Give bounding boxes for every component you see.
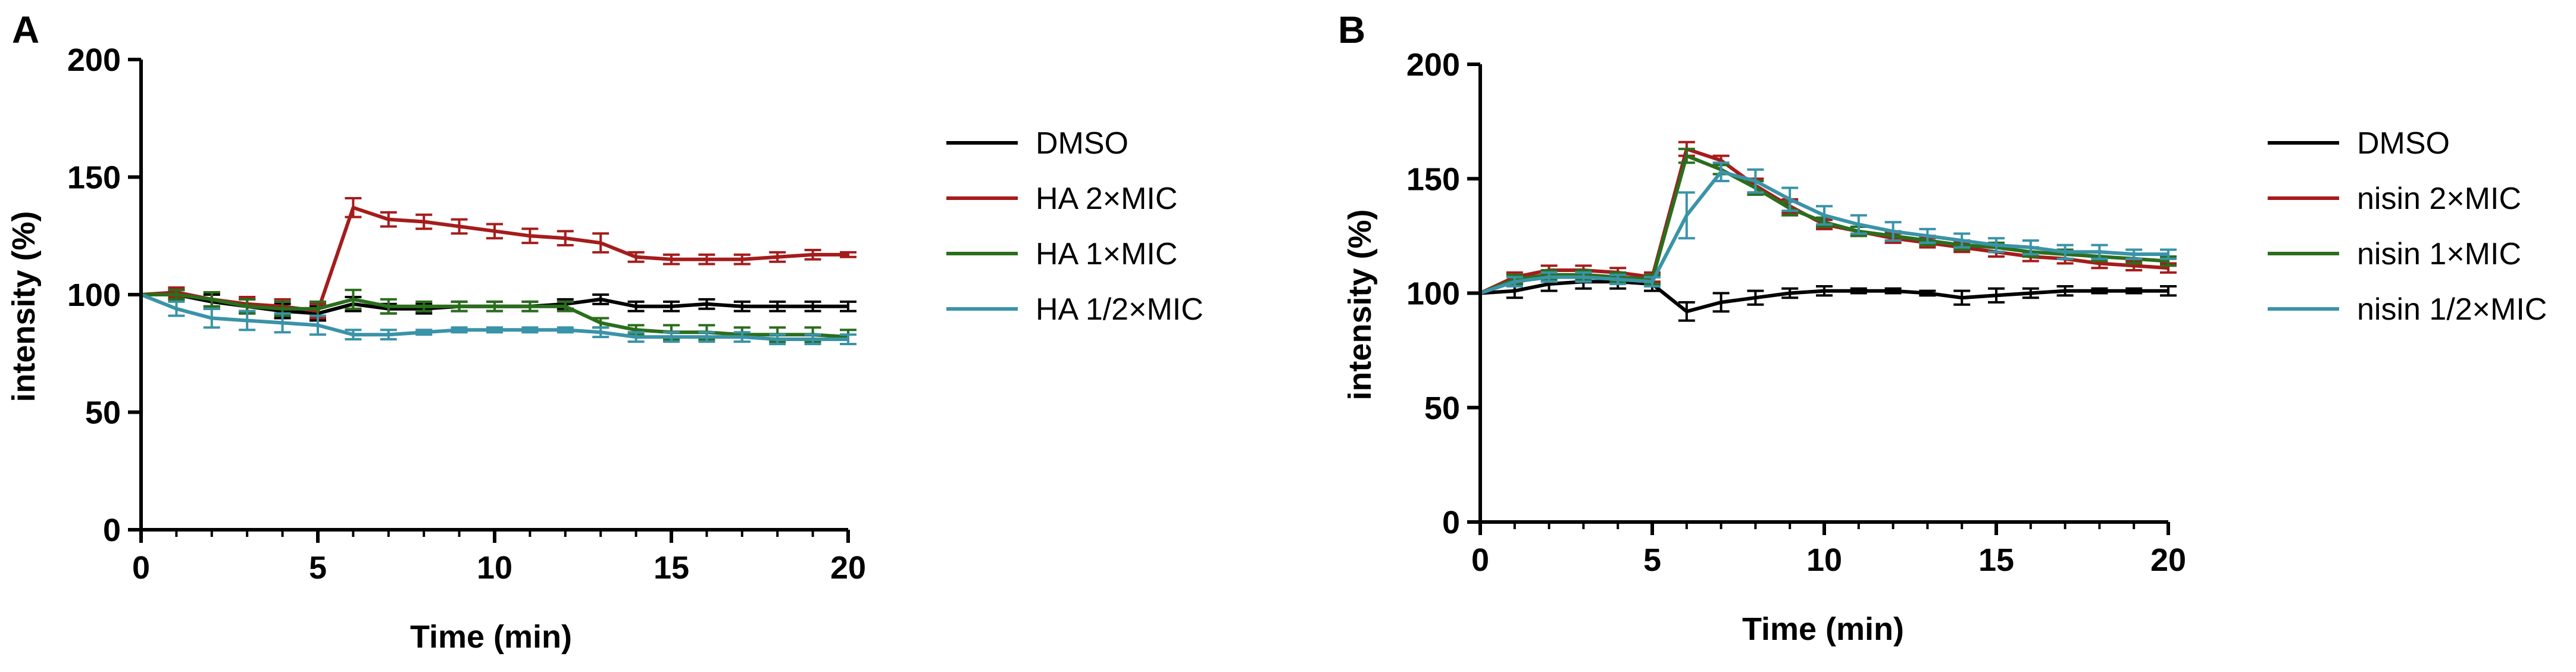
y-tick-label-b: 150: [1406, 161, 1460, 197]
y-axis-title-b: intensity (%): [1342, 209, 1378, 400]
series-line: [140, 293, 848, 341]
series-line: [1480, 170, 2168, 295]
axes-b: 0 50 100 150 200 0 5 10 15 20: [1406, 47, 2186, 578]
legend-label: nisin 2×MIC: [2357, 182, 2521, 216]
x-tick-label-a: 15: [654, 550, 689, 586]
x-tick-label-b: 5: [1643, 542, 1661, 578]
plot-area-b: [1479, 140, 2177, 322]
panel-b: B 0 50 100 150 200 0 5 10 15 20 Time (min) intens…: [1338, 8, 2547, 647]
x-axis-title-b: Time (min): [1742, 611, 1904, 647]
legend-a: DMSO HA 2×MIC HA 1×MIC HA 1/2×MIC: [946, 126, 1203, 327]
y-tick-label-a: 100: [67, 277, 121, 313]
panel-letter-b: B: [1338, 8, 1365, 51]
y-tick-label-a: 0: [103, 512, 121, 548]
y-tick-label-a: 200: [67, 42, 121, 78]
y-tick-label-b: 0: [1442, 505, 1460, 540]
axes-a: 0 50 100 150 200 0 5 10 15 20: [67, 42, 866, 586]
x-tick-label-a: 20: [830, 550, 866, 586]
series-line: [141, 293, 849, 339]
x-tick-label-b: 20: [2150, 542, 2186, 578]
x-tick-label-a: 10: [477, 550, 512, 586]
y-tick-label-b: 50: [1424, 390, 1460, 426]
legend-label: DMSO: [1036, 126, 1128, 161]
y-tick-label-b: 100: [1406, 276, 1460, 312]
plot-area-a: [140, 197, 856, 345]
legend-label: HA 2×MIC: [1036, 182, 1177, 216]
series-a-3: [140, 293, 856, 345]
x-tick-label-a: 0: [132, 550, 150, 586]
legend-label: HA 1/2×MIC: [1036, 292, 1203, 327]
x-tick-label-b: 10: [1806, 542, 1842, 578]
y-tick-label-a: 150: [67, 160, 121, 196]
series-b-3: [1480, 161, 2177, 295]
y-tick-label-b: 200: [1406, 47, 1460, 83]
series-line: [1480, 280, 2168, 314]
x-axis-title-a: Time (min): [410, 619, 572, 655]
x-tick-label-b: 15: [1978, 542, 2014, 578]
x-tick-label-b: 0: [1471, 542, 1489, 578]
legend-label: nisin 1×MIC: [2357, 237, 2521, 271]
legend-label: DMSO: [2357, 126, 2450, 161]
panel-letter-a: A: [12, 8, 39, 51]
x-tick-label-a: 5: [309, 550, 327, 586]
y-tick-label-a: 50: [85, 395, 121, 431]
y-axis-title-a: intensity (%): [6, 211, 42, 402]
series-a-2: [141, 289, 856, 345]
panel-a: A 0 50 100 150 200 0 5 10 15 20 Time (min) intens…: [6, 8, 1203, 655]
legend-label: HA 1×MIC: [1036, 237, 1177, 271]
legend-label: nisin 1/2×MIC: [2357, 292, 2547, 327]
legend-b: DMSO nisin 2×MIC nisin 1×MIC nisin 1/2×MIC: [2268, 126, 2547, 327]
series-line: [140, 205, 848, 313]
